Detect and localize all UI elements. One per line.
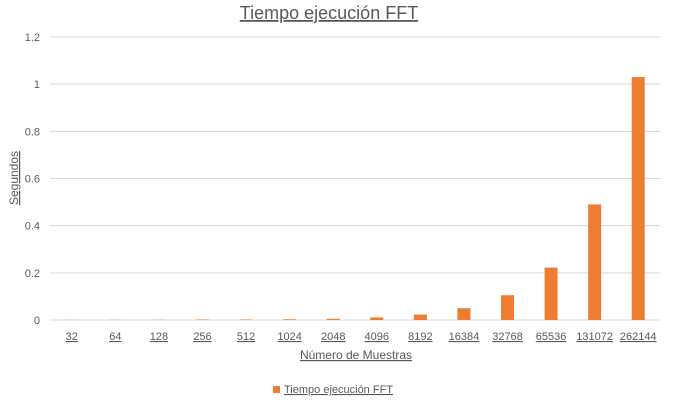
bar-32768: [501, 295, 514, 320]
bar-8192: [413, 314, 427, 320]
x-tick-label: 512: [237, 331, 255, 343]
y-axis-ticks: 0 0.2 0.4 0.6 0.8 1 1.2: [25, 32, 40, 327]
x-tick-label: 4096: [365, 331, 389, 343]
x-tick-label: 32768: [492, 331, 523, 343]
x-tick-label: 256: [193, 331, 211, 343]
y-tick-label: 0.2: [25, 268, 40, 280]
bar-131072: [588, 204, 602, 320]
x-tick-label: 131072: [576, 331, 613, 343]
x-tick-label: 1024: [277, 331, 301, 343]
y-tick-label: 0: [34, 315, 40, 327]
x-tick-label: 128: [150, 331, 168, 343]
bar-2048: [326, 318, 340, 320]
bar-16384: [457, 308, 471, 320]
x-tick-label: 65536: [536, 331, 567, 343]
y-tick-label: 0.8: [25, 126, 40, 138]
x-tick-label: 8192: [408, 331, 432, 343]
bars: [65, 77, 645, 320]
x-tick-label: 2048: [321, 331, 345, 343]
y-tick-label: 0.4: [25, 221, 40, 233]
legend-swatch: [273, 386, 280, 393]
y-axis-title: Segundos: [7, 151, 21, 205]
bar-4096: [370, 317, 384, 320]
x-axis-title: Número de Muestras: [300, 348, 412, 362]
x-tick-label: 16384: [449, 331, 480, 343]
bar-262144: [631, 77, 645, 320]
x-tick-label: 262144: [620, 331, 657, 343]
bar-1024: [283, 319, 297, 320]
bar-65536: [544, 267, 558, 320]
y-tick-label: 0.6: [25, 174, 40, 186]
x-tick-label: 64: [109, 331, 121, 343]
x-axis-ticks: 32 64 128 256 512 1024 2048 4096 8192 16384 32768 6…: [66, 331, 657, 343]
legend-label: Tiempo ejecución FFT: [284, 384, 393, 396]
chart-title: Tiempo ejecución FFT: [240, 3, 418, 23]
y-tick-label: 1.2: [25, 32, 40, 44]
legend: Tiempo ejecución FFT: [273, 384, 393, 396]
grid-lines: [50, 36, 660, 321]
y-tick-label: 1: [34, 79, 40, 91]
x-tick-label: 32: [66, 331, 78, 343]
